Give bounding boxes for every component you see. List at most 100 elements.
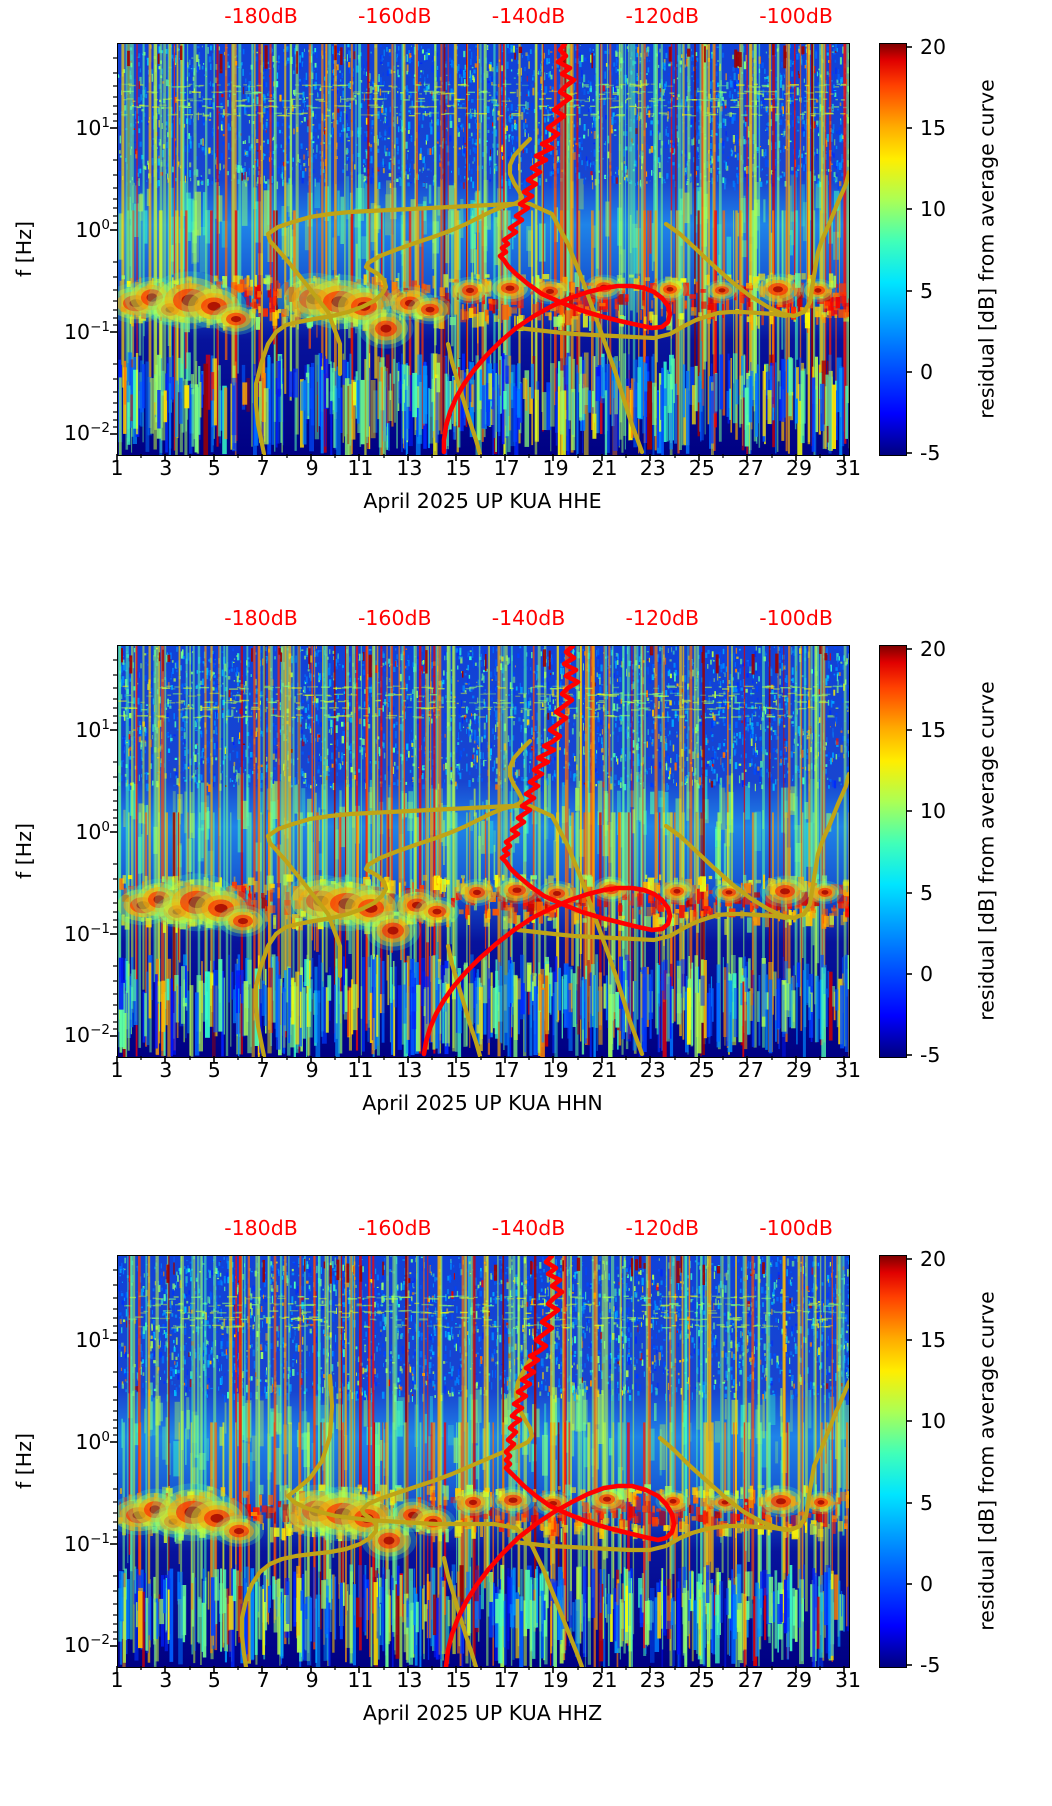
y-tick-label: 10−2: [64, 420, 110, 446]
x-tick-label: 27: [737, 1668, 764, 1692]
y-tick-label: 10−2: [64, 1022, 110, 1048]
low-noise-model-curve: [253, 738, 533, 1057]
x-tick-label: 25: [688, 1668, 715, 1692]
x-tick-label: 19: [542, 456, 569, 480]
x-tick-label: 13: [396, 1668, 423, 1692]
y-tick-labels-hhn: 101 100 10−1 10−2: [38, 645, 110, 1056]
x-tick-labels-hhe: 1 3 5 7 9 11 13 15 17 19 21 23 25 27 29 …: [110, 456, 861, 490]
x-tick-label: 5: [207, 456, 221, 480]
colorbar-tick-label: 10: [920, 1408, 947, 1433]
median-psd-curve: [441, 44, 673, 455]
x-tick-label: 31: [834, 456, 862, 480]
colorbar-title-hhn: residual [dB] from average curve: [972, 645, 1002, 1056]
x-tick-label: 7: [256, 1668, 270, 1692]
x-tick-label: 3: [159, 456, 173, 480]
spectrogram-axes-hhe: [117, 43, 850, 456]
overlay-curves-hhe: [253, 44, 849, 455]
y-tick-label: 100: [75, 1428, 110, 1454]
colorbar-hhn: [879, 645, 907, 1058]
x-axis-label-hhe: April 2025 UP KUA HHE: [363, 489, 602, 513]
y-tick-label: 100: [75, 216, 110, 242]
x-tick-label: 17: [493, 1668, 520, 1692]
x-tick-label: 5: [207, 1668, 221, 1692]
y-tick-label: 101: [75, 114, 110, 140]
x-tick-label: 13: [396, 456, 423, 480]
x-tick-label: 21: [591, 1058, 618, 1082]
top-db-axis-hhn: -180dB -160dB -140dB -120dB -100dB: [117, 608, 848, 638]
colorbar-tick-label: 5: [920, 278, 934, 303]
median-psd-curve: [443, 1256, 677, 1667]
top-db-label: -180dB: [224, 606, 298, 630]
x-tick-label: 21: [591, 1668, 618, 1692]
top-db-label: -100dB: [759, 1216, 833, 1240]
top-db-label: -120dB: [625, 1216, 700, 1240]
x-tick-label: 3: [159, 1058, 173, 1082]
y-tick-label: 10−1: [64, 920, 110, 946]
top-db-label: -140dB: [491, 1216, 566, 1240]
x-tick-label: 5: [207, 1058, 221, 1082]
low-noise-model-curve-right: [515, 911, 789, 943]
top-db-label: -120dB: [625, 606, 700, 630]
x-tick-label: 19: [542, 1668, 569, 1692]
y-tick-label: 10−1: [64, 318, 110, 344]
colorbar-hhe: [879, 43, 907, 456]
x-tick-label: 3: [159, 1668, 173, 1692]
y-tick-label: 10−1: [64, 1530, 110, 1556]
x-axis-label-hhn: April 2025 UP KUA HHN: [362, 1091, 603, 1115]
x-tick-label: 11: [347, 456, 374, 480]
top-db-axis-hhe: -180dB -160dB -140dB -120dB -100dB: [117, 6, 848, 36]
x-tick-labels-hhz: 1 3 5 7 9 11 13 15 17 19 21 23 25 27 29 …: [110, 1668, 861, 1702]
top-db-label: -100dB: [759, 4, 833, 28]
x-tick-label: 11: [347, 1058, 374, 1082]
low-noise-model-curve-lower: [445, 943, 483, 1057]
x-tick-label: 7: [256, 456, 270, 480]
panel-hhe: -180dB -160dB -140dB -120dB -100dB f [Hz…: [0, 0, 1052, 582]
x-tick-label: 25: [688, 1058, 715, 1082]
top-db-label: -160dB: [357, 606, 432, 630]
y-axis-label-text: f [Hz]: [12, 822, 36, 879]
x-tick-label: 19: [542, 1058, 569, 1082]
top-db-label: -120dB: [625, 4, 700, 28]
x-tick-label: 17: [493, 456, 520, 480]
y-tick-label: 10−2: [64, 1632, 110, 1658]
x-tick-label: 15: [445, 456, 472, 480]
y-axis-label-hhz: f [Hz]: [12, 1255, 36, 1666]
colorbar-tick-label: -5: [920, 1652, 941, 1677]
top-db-label: -140dB: [491, 606, 566, 630]
overlay-curves-hhz: [239, 1256, 849, 1667]
x-tick-label: 15: [445, 1058, 472, 1082]
colorbar-tick-label: -5: [920, 440, 941, 465]
x-tick-label: 7: [256, 1058, 270, 1082]
top-db-label: -100dB: [759, 606, 833, 630]
panel-hhz: -180dB -160dB -140dB -120dB -100dB f [Hz…: [0, 1212, 1052, 1794]
top-db-label: -160dB: [357, 4, 432, 28]
high-noise-model-curve-right: [657, 1379, 849, 1533]
y-tick-label: 100: [75, 818, 110, 844]
x-tick-label: 9: [305, 1668, 319, 1692]
high-noise-model-curve: [285, 1373, 585, 1667]
colorbar-tick-label: 20: [920, 636, 947, 661]
x-tick-label: 23: [639, 1058, 666, 1082]
colorbar-hhz: [879, 1255, 907, 1668]
x-tick-label: 9: [305, 1058, 319, 1082]
colorbar-tick-label: 15: [920, 1327, 947, 1352]
spectrogram-axes-hhn: [117, 645, 850, 1058]
y-axis-label-text: f [Hz]: [12, 220, 36, 277]
colorbar-tick-label: 0: [920, 961, 934, 986]
high-noise-model-curve-right: [663, 771, 849, 921]
x-tick-label: 9: [305, 456, 319, 480]
overlay-curves-hhn: [253, 646, 849, 1057]
x-tick-label: 1: [110, 1668, 124, 1692]
x-tick-label: 23: [639, 1668, 666, 1692]
x-tick-labels-hhn: 1 3 5 7 9 11 13 15 17 19 21 23 25 27 29 …: [110, 1058, 861, 1092]
x-tick-label: 17: [493, 1058, 520, 1082]
panel-hhn: -180dB -160dB -140dB -120dB -100dB f [Hz…: [0, 602, 1052, 1184]
spectrogram-axes-hhz: [117, 1255, 850, 1668]
low-noise-model-curve-right: [511, 1523, 789, 1553]
top-db-label: -160dB: [357, 1216, 432, 1240]
y-axis-label-hhe: f [Hz]: [12, 43, 36, 454]
low-noise-model-curve-lower: [445, 341, 483, 455]
colorbar-tick-label: 5: [920, 1490, 934, 1515]
top-db-label: -180dB: [224, 1216, 298, 1240]
